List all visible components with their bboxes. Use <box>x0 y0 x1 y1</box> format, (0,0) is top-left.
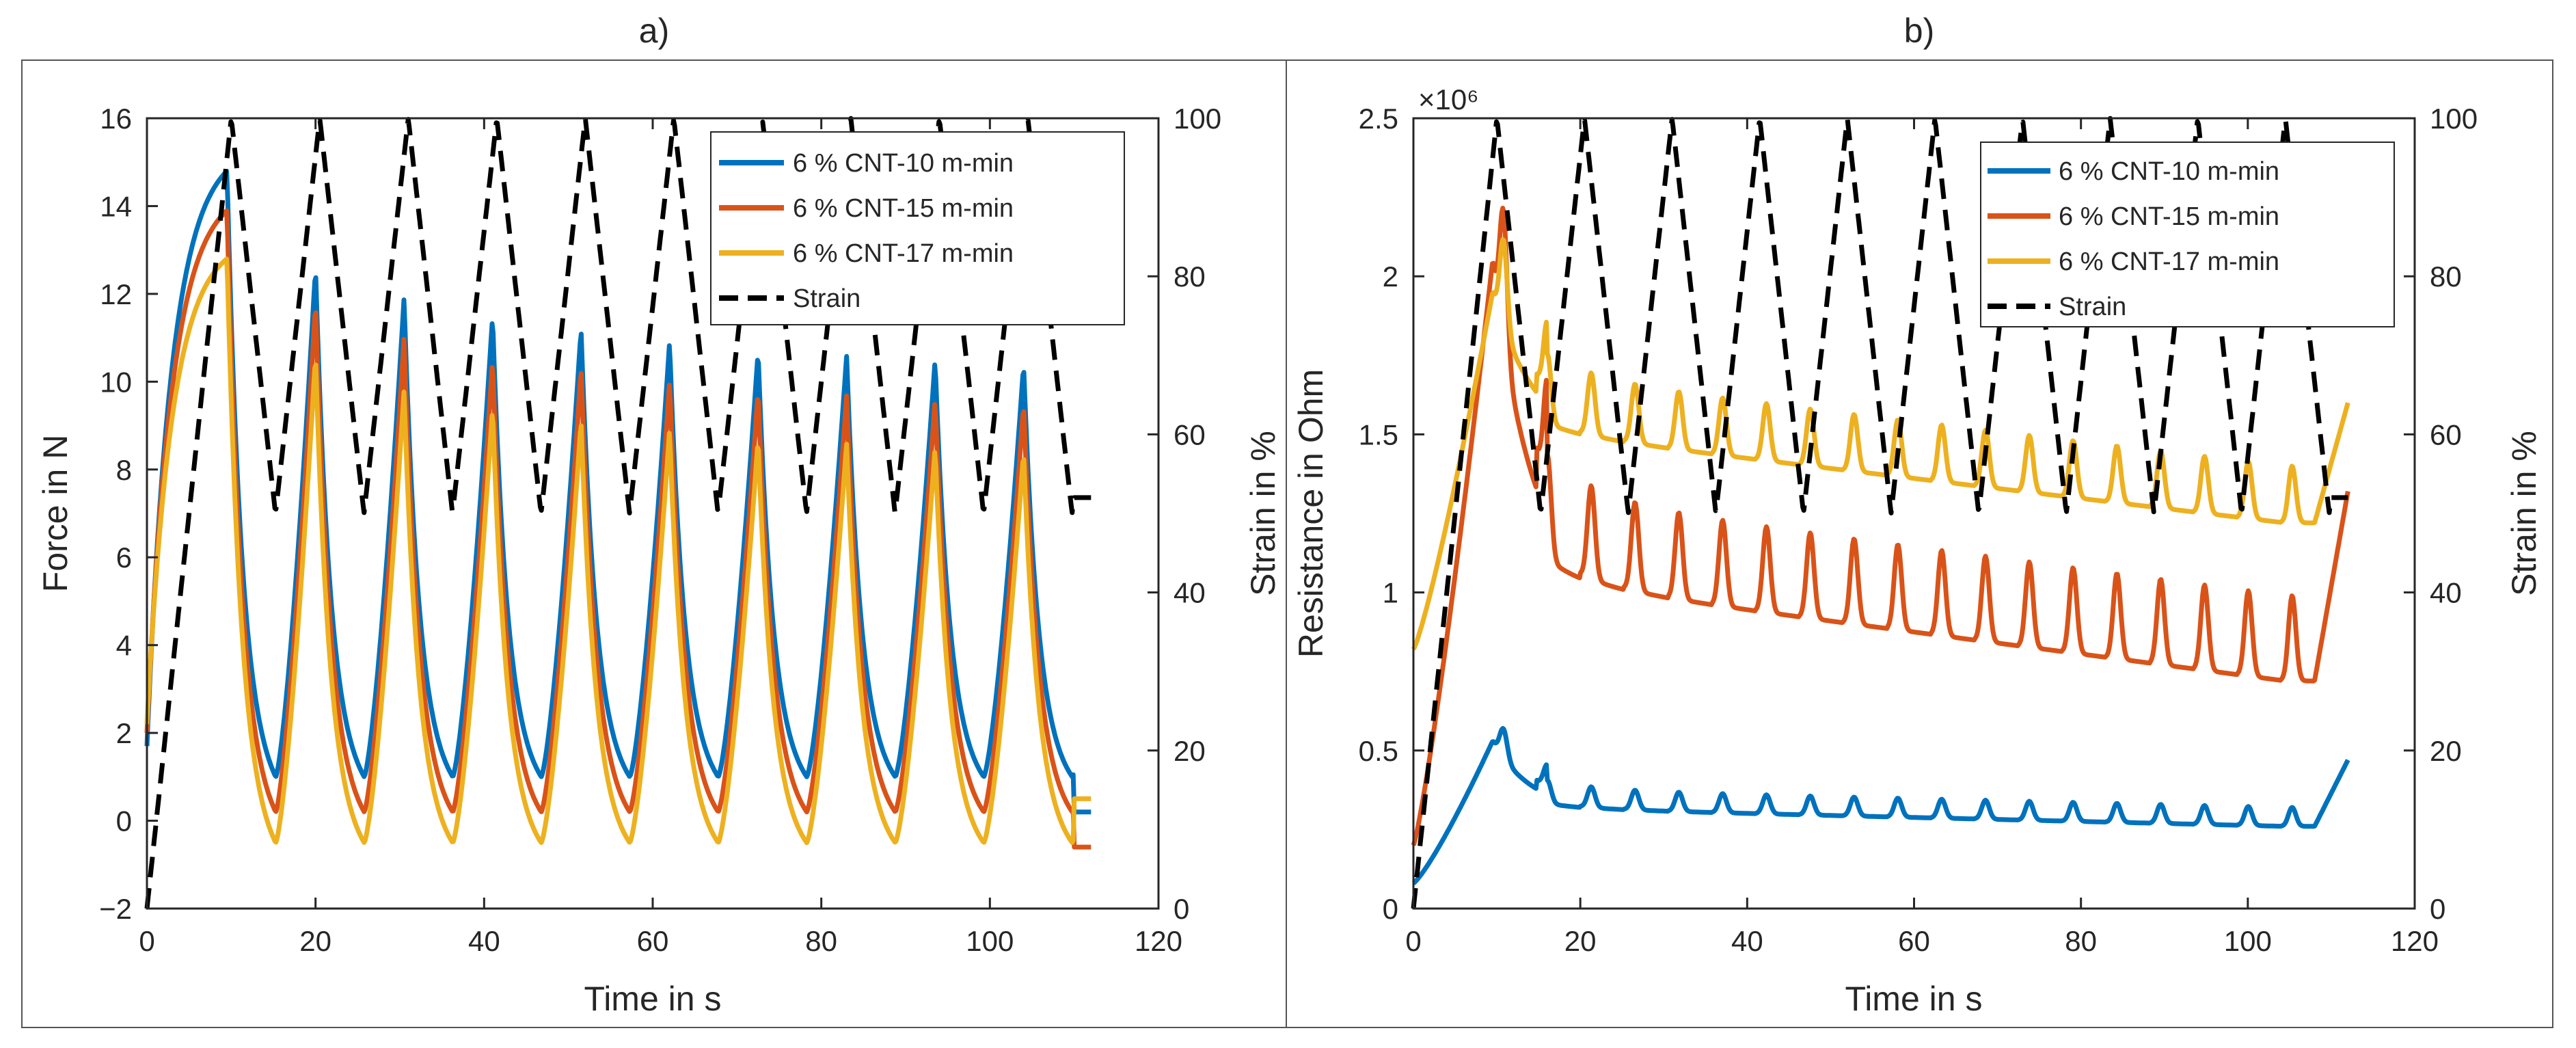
a-ytick-label-left: 8 <box>116 454 132 486</box>
a-ytick-label-left: 6 <box>116 541 132 574</box>
panel-a-y-axis-label-right: Strain in % <box>1244 431 1282 596</box>
panel-b-y-axis-label-right: Strain in % <box>2505 431 2543 596</box>
a-legend-label-cnt17: 6 % CNT-17 m-min <box>793 239 1014 268</box>
panel-b-ytick-labels-left: 0 0.5 1 1.5 2 2.5 <box>1359 103 1398 925</box>
a-series-line-2 <box>144 208 1093 850</box>
b-ytick-label-right: 40 <box>2430 577 2462 609</box>
a-xtick-label: 80 <box>805 925 837 957</box>
panel-a-chart: 0 20 40 60 80 100 120 −2 0 2 4 6 8 10 12… <box>36 103 1282 1018</box>
a-ytick-label-left: −2 <box>99 893 132 925</box>
panel-b-ytick-labels-right: 0 20 40 60 80 100 <box>2430 103 2478 925</box>
a-xtick-label: 40 <box>468 925 500 957</box>
b-xtick-label: 0 <box>1405 925 1421 957</box>
a-ytick-label-right: 60 <box>1174 418 1206 451</box>
a-series-line-4 <box>144 116 1093 909</box>
b-ytick-label-left: 2.5 <box>1359 103 1398 135</box>
a-ytick-label-right: 100 <box>1174 103 1221 135</box>
b-ytick-label-left: 1.5 <box>1359 418 1398 451</box>
panel-a-ytick-labels-left: −2 0 2 4 6 8 10 12 14 16 <box>99 103 132 925</box>
b-ytick-label-left: 0.5 <box>1359 735 1398 767</box>
a-xtick-label: 60 <box>637 925 669 957</box>
b-ytick-label-right: 60 <box>2430 418 2462 451</box>
a-ytick-label-left: 0 <box>116 805 132 837</box>
b-series-line-2 <box>1411 205 2350 846</box>
panel-b-series <box>1411 116 2350 909</box>
panel-b-ticks <box>1412 117 2416 910</box>
b-ytick-label-left: 0 <box>1383 893 1398 925</box>
a-legend-label-cnt15: 6 % CNT-15 m-min <box>793 194 1014 223</box>
b-ytick-label-left: 2 <box>1383 260 1398 293</box>
a-legend-label-strain: Strain <box>793 284 860 313</box>
a-ytick-label-right: 0 <box>1174 893 1189 925</box>
a-ytick-label-left: 10 <box>100 366 132 398</box>
a-xtick-label: 100 <box>966 925 1014 957</box>
a-xtick-label: 120 <box>1135 925 1182 957</box>
b-xtick-label: 100 <box>2224 925 2272 957</box>
a-series-line-3 <box>144 256 1093 846</box>
a-xtick-label: 0 <box>139 925 154 957</box>
panel-a-series <box>144 116 1093 909</box>
panel-a-ytick-labels-right: 0 20 40 60 80 100 <box>1174 103 1221 925</box>
panel-a-ticks <box>146 117 1160 910</box>
panel-b-frame <box>1286 59 2553 1028</box>
b-series-line-1 <box>1411 726 2350 885</box>
b-ytick-label-left: 1 <box>1383 577 1398 609</box>
a-ytick-label-left: 2 <box>116 717 132 749</box>
b-ytick-label-right: 0 <box>2430 893 2445 925</box>
panel-a-legend: 6 % CNT-10 m-min 6 % CNT-15 m-min 6 % CN… <box>710 131 1125 325</box>
b-series-line-3 <box>1411 237 2350 651</box>
b-legend-label-cnt17: 6 % CNT-17 m-min <box>2059 247 2279 276</box>
a-ytick-label-left: 16 <box>100 103 132 135</box>
b-xtick-label: 80 <box>2065 925 2097 957</box>
panel-b-x-axis-label: Time in s <box>1845 980 1983 1018</box>
b-xtick-label: 60 <box>1898 925 1930 957</box>
panel-b-label: b) <box>1904 12 1934 50</box>
panel-b-xtick-labels: 0 20 40 60 80 100 120 <box>1405 925 2439 957</box>
panel-a-x-axis-label: Time in s <box>584 980 722 1018</box>
panel-b-y-exponent-label: ×10⁶ <box>1418 83 1479 116</box>
b-ytick-label-right: 80 <box>2430 260 2462 293</box>
panel-b-legend: 6 % CNT-10 m-min 6 % CNT-15 m-min 6 % CN… <box>1980 142 2395 327</box>
a-ytick-label-right: 80 <box>1174 260 1206 293</box>
panel-a-xtick-labels: 0 20 40 60 80 100 120 <box>139 925 1182 957</box>
a-ytick-label-left: 14 <box>100 190 132 222</box>
a-ytick-label-right: 20 <box>1174 735 1206 767</box>
b-ytick-label-right: 20 <box>2430 735 2462 767</box>
a-ytick-label-left: 4 <box>116 630 132 662</box>
b-xtick-label: 120 <box>2391 925 2439 957</box>
panel-b-chart: 0 20 40 60 80 100 120 0 0.5 1 1.5 2 2.5 … <box>1292 83 2543 1018</box>
a-legend-label-cnt10: 6 % CNT-10 m-min <box>793 149 1014 178</box>
b-legend-label-strain: Strain <box>2059 293 2126 321</box>
panel-a-label: a) <box>639 12 669 50</box>
a-ytick-label-right: 40 <box>1174 577 1206 609</box>
b-xtick-label: 40 <box>1731 925 1763 957</box>
b-legend-label-cnt10: 6 % CNT-10 m-min <box>2059 157 2279 186</box>
a-ytick-label-left: 12 <box>100 278 132 310</box>
panel-b-y-axis-label-left: Resistance in Ohm <box>1292 369 1330 658</box>
panel-a-y-axis-label-left: Force in N <box>36 435 74 593</box>
a-xtick-label: 20 <box>299 925 331 957</box>
b-xtick-label: 20 <box>1564 925 1597 957</box>
b-ytick-label-right: 100 <box>2430 103 2478 135</box>
b-legend-label-cnt15: 6 % CNT-15 m-min <box>2059 202 2279 231</box>
